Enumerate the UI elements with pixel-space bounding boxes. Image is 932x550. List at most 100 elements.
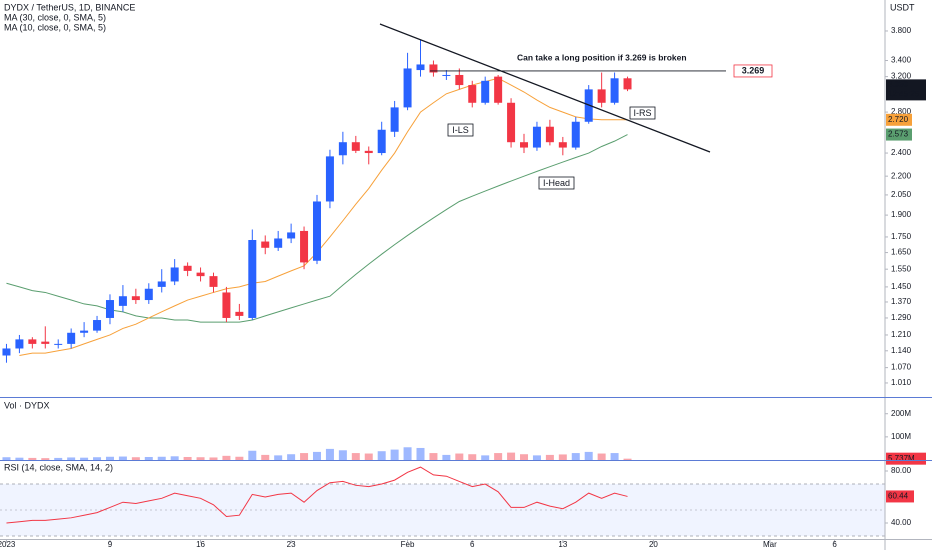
annotation: Can take a long position if 3.269 is bro… <box>517 52 687 62</box>
volume-bar <box>338 450 347 460</box>
y-tick-label: 1.900 <box>891 210 912 219</box>
volume-bar <box>416 447 425 460</box>
scale-label-box <box>886 452 926 465</box>
candle-body <box>2 348 11 356</box>
candle-body <box>338 142 347 156</box>
volume-bar <box>429 453 438 460</box>
candle-body <box>442 74 451 76</box>
candle-body <box>558 142 567 148</box>
volume-bar <box>222 455 231 460</box>
volume-bar <box>261 454 270 460</box>
volume-bar <box>597 453 606 460</box>
candle-body <box>416 64 425 71</box>
candle-body <box>80 330 89 333</box>
candle-body <box>597 89 606 103</box>
y-tick-label: 1.290 <box>891 313 912 322</box>
candle-body <box>494 76 503 103</box>
candle-body <box>235 311 244 316</box>
x-tick-label: Feb <box>401 540 415 549</box>
y-tick-label: 1.550 <box>891 264 912 273</box>
x-tick-label: Mar <box>763 540 777 549</box>
volume-bar <box>571 453 580 460</box>
volume-bar <box>93 457 102 460</box>
pane-title: Vol · DYDX <box>4 400 50 410</box>
volume-bar <box>67 457 76 460</box>
y-tick-label: 3.200 <box>891 72 912 81</box>
volume-bar <box>54 457 63 460</box>
candle-body <box>390 107 399 132</box>
volume-bar <box>170 456 179 460</box>
candle-body <box>105 300 114 318</box>
y-tick-label: 1.010 <box>891 378 912 387</box>
x-tick-label: 13 <box>558 540 567 549</box>
x-tick-label: 20 <box>649 540 658 549</box>
volume-bar <box>15 457 24 460</box>
candle-body <box>118 296 127 306</box>
y-tick-label: 1.450 <box>891 282 912 291</box>
volume-bar <box>468 454 477 460</box>
pane-title: RSI (14, close, SMA, 14, 2) <box>4 462 113 472</box>
legend-entry: MA (30, close, 0, SMA, 5) <box>4 12 106 22</box>
volume-bar <box>325 448 334 460</box>
volume-bar <box>157 456 166 460</box>
annotation-box <box>538 176 575 190</box>
volume-bar <box>2 457 11 460</box>
candle-body <box>351 142 360 151</box>
volume-bar <box>209 457 218 460</box>
axes: 1.010 1.070 1.140 1.210 1.290 1.370 1.450 1.550… <box>0 26 926 549</box>
scale-label-box <box>886 128 912 141</box>
volume-bar <box>274 455 283 460</box>
candle-body <box>325 156 334 202</box>
volume-bar <box>196 457 205 460</box>
x-tick-label: 23 <box>287 540 296 549</box>
volume-bar <box>377 451 386 460</box>
candle-body <box>183 265 192 271</box>
candle-body <box>41 341 50 344</box>
symbol-title: DYDX / TetherUS, 1D, BINANCE <box>4 2 135 12</box>
volume-bar <box>351 453 360 460</box>
candle-body <box>429 64 438 73</box>
scale-label-box <box>886 490 914 503</box>
scale-label: 60.44 <box>888 492 909 501</box>
candle-body <box>403 68 412 108</box>
scale-label-box <box>886 113 912 126</box>
volume-bar <box>545 454 554 460</box>
y-tick-label: 3.800 <box>891 26 912 35</box>
volume-bar <box>248 450 257 460</box>
y-tick-label: 3.400 <box>891 56 912 65</box>
volume-bar <box>442 454 451 460</box>
y-tick-label: 2.400 <box>891 148 912 157</box>
candle-body <box>93 320 102 331</box>
volume-bar <box>532 455 541 460</box>
countdown: 12:45:25 <box>888 89 920 98</box>
rsi-line <box>6 466 628 524</box>
candle-body <box>54 343 63 345</box>
candle-body <box>28 339 37 344</box>
volume-bar <box>455 453 464 460</box>
x-tick-label: 6 <box>832 540 837 549</box>
candle-body <box>312 201 321 261</box>
level-label-box <box>733 64 773 78</box>
volume-bar <box>364 453 373 460</box>
candle-body <box>209 276 218 287</box>
volume-bar <box>507 452 516 460</box>
volume-bar <box>312 451 321 460</box>
candle-body <box>261 241 270 248</box>
plot-area: 3.269 <box>0 39 885 537</box>
x-tick-label: 6 <box>470 540 475 549</box>
candle-body <box>377 129 386 154</box>
candle-body <box>300 230 309 263</box>
volume-bar <box>28 457 37 460</box>
volume-bar <box>584 451 593 460</box>
volume-bar <box>520 454 529 460</box>
last-price-box <box>886 79 926 101</box>
volume-bar <box>403 447 412 460</box>
volume-bar <box>235 456 244 460</box>
candle-body <box>287 232 296 239</box>
volume-bar <box>287 454 296 460</box>
candle-body <box>274 238 283 248</box>
candle-body <box>507 102 516 143</box>
volume-bar <box>131 457 140 460</box>
y-tick-label: 40.00 <box>891 518 912 527</box>
candle-body <box>131 296 140 301</box>
